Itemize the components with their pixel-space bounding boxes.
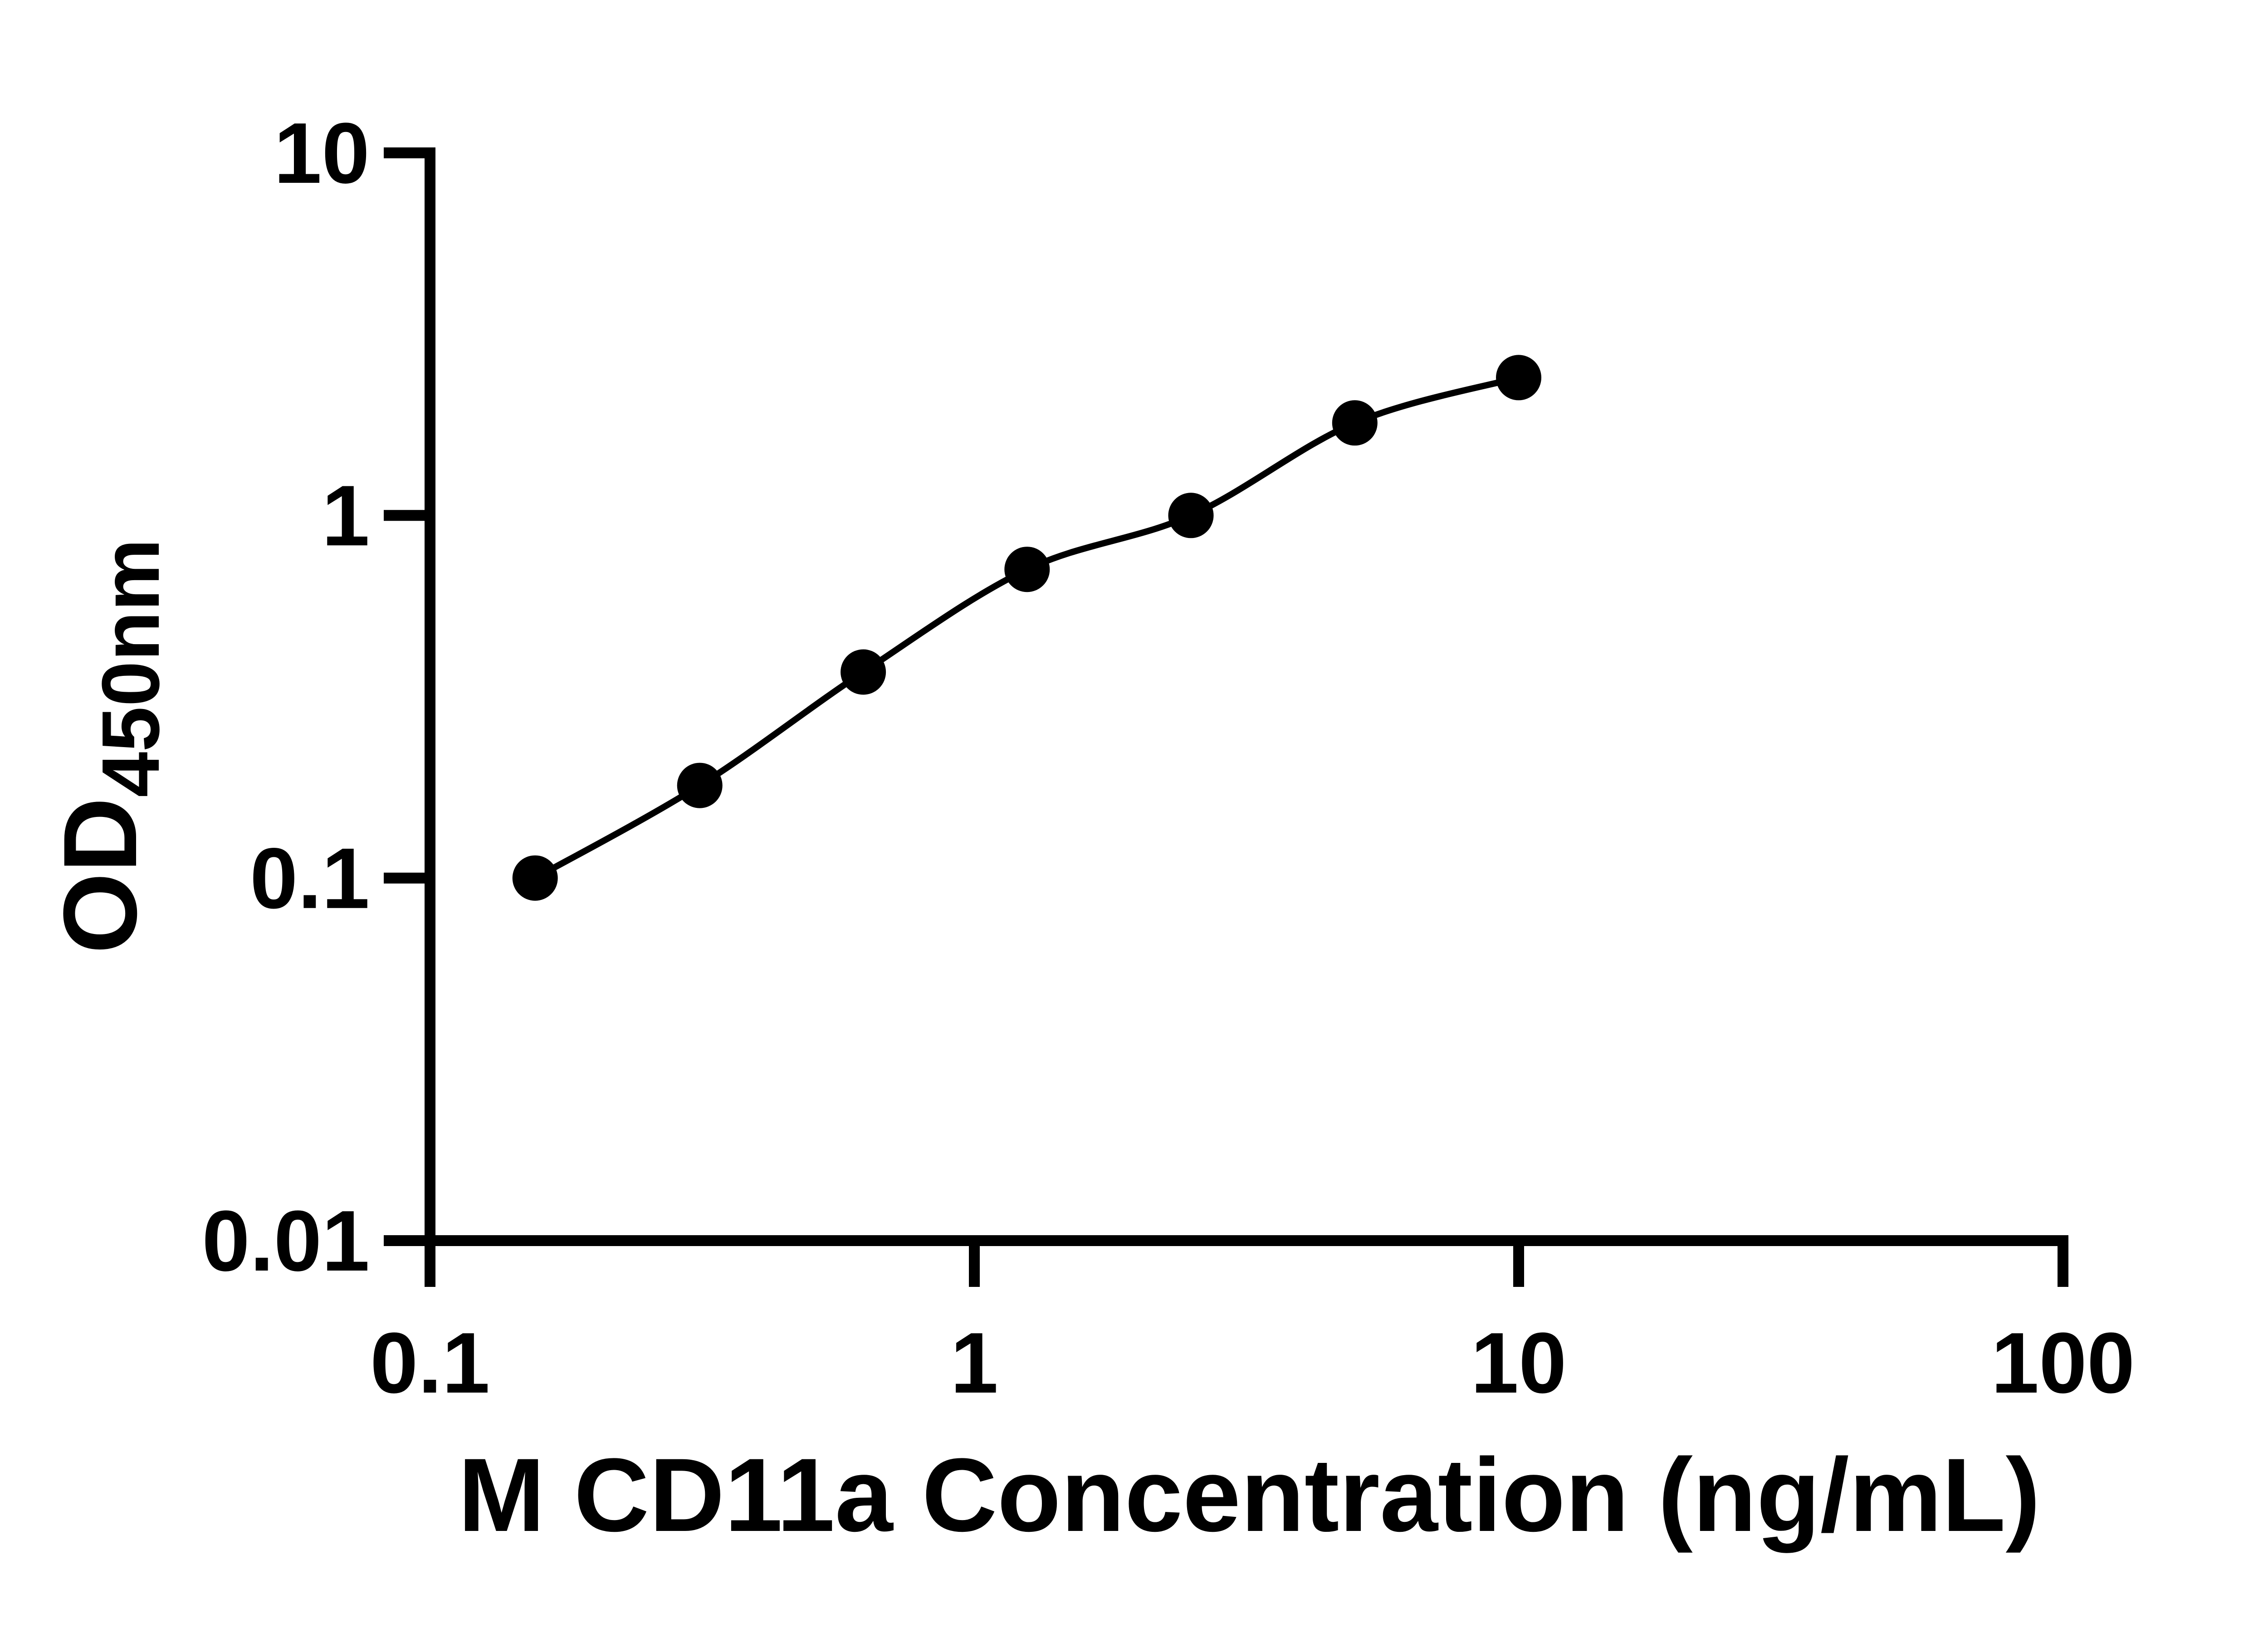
y-tick-label: 0.1 bbox=[250, 831, 370, 927]
y-tick-label: 10 bbox=[274, 105, 370, 201]
y-axis-title: OD450nm bbox=[42, 538, 176, 953]
x-tick-label: 100 bbox=[1991, 1315, 2135, 1411]
x-axis-title: M CD11a Concentration (ng/mL) bbox=[458, 1437, 2041, 1553]
standard-curve-line bbox=[532, 374, 1522, 881]
x-tick-label: 10 bbox=[1471, 1315, 1566, 1411]
y-axis-title-subscript: 450nm bbox=[85, 538, 176, 797]
y-tick-label: 0.01 bbox=[202, 1193, 370, 1289]
data-point bbox=[1004, 547, 1050, 592]
data-point bbox=[1496, 355, 1541, 401]
data-point bbox=[841, 649, 886, 695]
data-point bbox=[512, 855, 558, 901]
curve-group bbox=[532, 374, 1522, 881]
y-axis-title-main: OD bbox=[42, 797, 158, 954]
data-point bbox=[1168, 493, 1214, 538]
x-axis-ticks: 0.1 1 10 100 bbox=[370, 1241, 2135, 1411]
x-tick-label: 0.1 bbox=[370, 1315, 490, 1411]
data-point bbox=[677, 763, 723, 808]
y-tick-label: 1 bbox=[322, 468, 370, 564]
x-tick-label: 1 bbox=[950, 1315, 998, 1411]
data-points-group bbox=[512, 355, 1541, 901]
y-axis-ticks: 10 1 0.1 0.01 bbox=[202, 105, 430, 1289]
data-point bbox=[1332, 400, 1378, 446]
